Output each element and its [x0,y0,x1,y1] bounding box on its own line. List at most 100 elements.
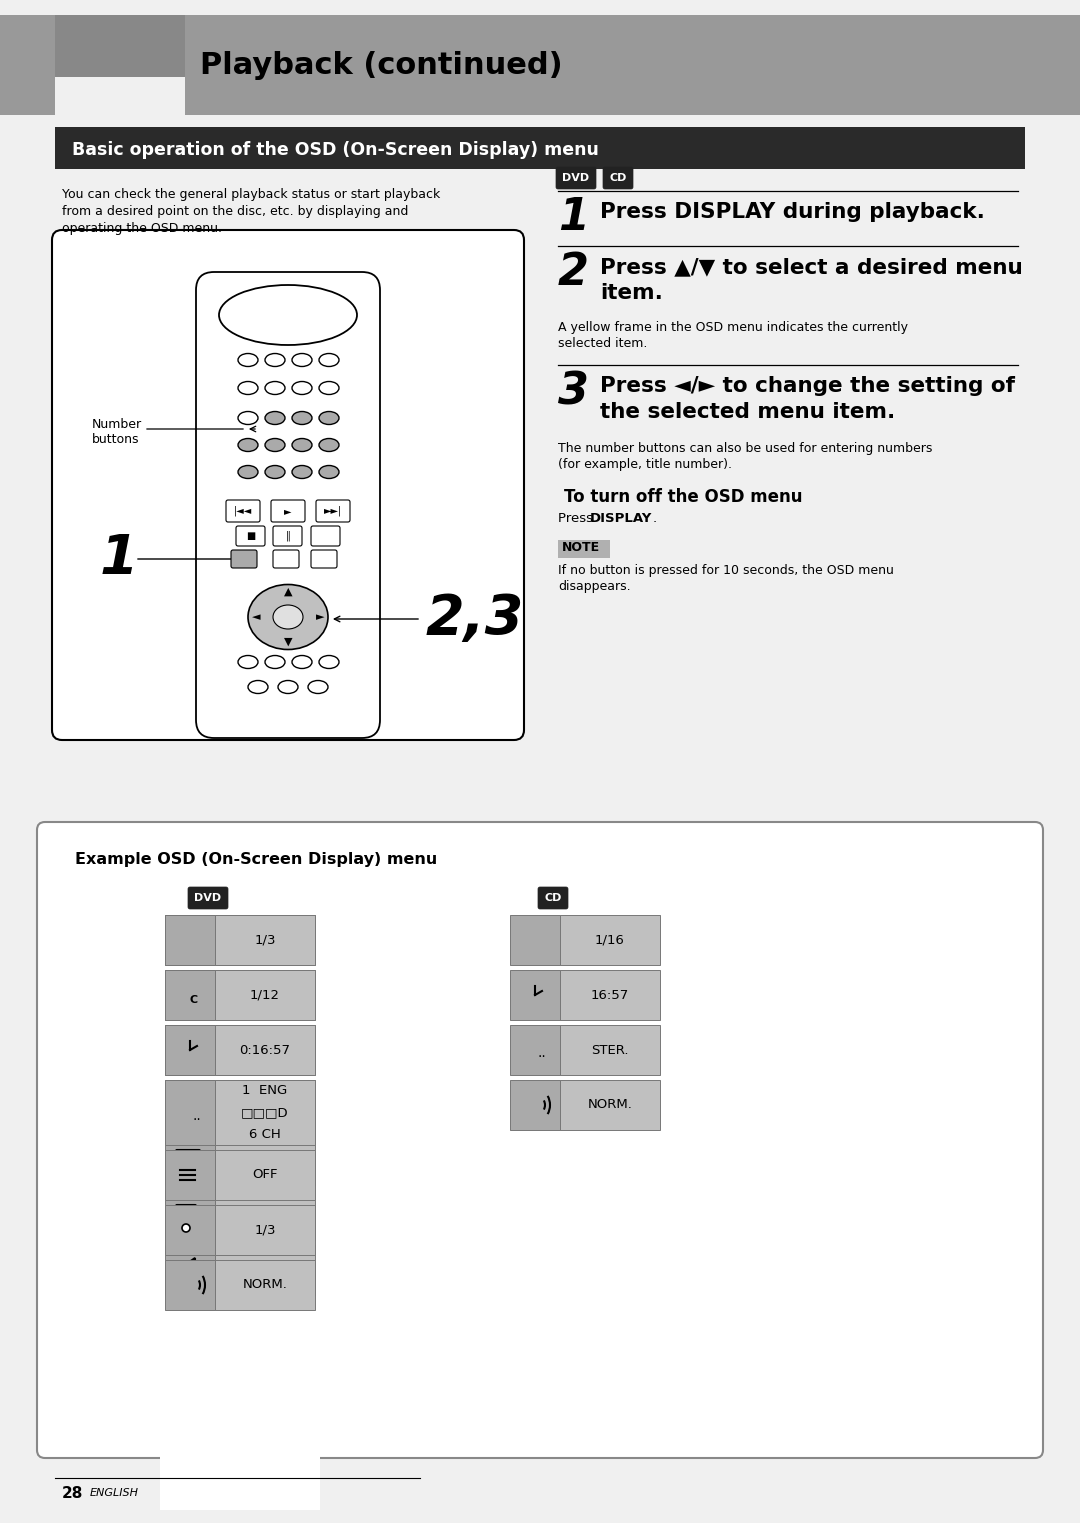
Bar [215,1135,315,1185]
Text: NORM.: NORM. [243,1278,287,1292]
Text: 1/12: 1/12 [249,988,280,1002]
Bar [510,1080,561,1130]
Text: 1/12: 1/12 [249,988,280,1002]
Bar [215,1025,315,1075]
Text: 1: 1 [100,532,138,586]
Text: DVD: DVD [563,174,590,183]
Ellipse shape [292,655,312,669]
Bar [55,126,1025,169]
Text: Number
buttons: Number buttons [92,417,143,446]
Text: (for example, title number).: (for example, title number). [558,458,732,471]
Text: DISPLAY: DISPLAY [590,512,652,525]
Bar [165,970,215,1020]
Bar [160,911,320,1509]
Text: 1/3: 1/3 [254,1208,275,1221]
Text: ..: .. [538,1046,546,1060]
Bar [165,1260,215,1310]
Ellipse shape [278,681,298,693]
Text: ►: ► [315,612,324,621]
Ellipse shape [319,439,339,451]
FancyBboxPatch shape [188,886,228,909]
FancyBboxPatch shape [273,550,299,568]
Ellipse shape [292,466,312,478]
Bar [165,1080,215,1145]
Ellipse shape [265,655,285,669]
Circle shape [521,981,549,1010]
Text: STER.: STER. [591,1043,629,1057]
Text: To turn off the OSD menu: To turn off the OSD menu [564,487,802,506]
Text: 0:16:57: 0:16:57 [240,1043,291,1057]
Text: ■: ■ [246,532,256,541]
Text: 6 CH: 6 CH [249,1127,281,1141]
Ellipse shape [219,285,357,346]
Bar [165,970,215,1020]
FancyBboxPatch shape [231,550,257,568]
Polygon shape [195,1221,206,1234]
Ellipse shape [265,411,285,425]
Ellipse shape [292,353,312,367]
FancyBboxPatch shape [195,273,380,739]
Bar [215,1025,315,1075]
Text: OFF: OFF [253,1153,278,1167]
Text: disappears.: disappears. [558,580,631,592]
FancyBboxPatch shape [556,168,596,189]
Bar [165,1080,215,1145]
Ellipse shape [248,585,328,649]
Text: ‖: ‖ [285,530,291,541]
Ellipse shape [238,411,258,425]
Bar [561,1025,660,1075]
Text: □□□D: □□□D [241,1106,288,1119]
Bar [215,1080,315,1145]
Text: OFF: OFF [253,1168,278,1182]
Bar [215,1080,315,1145]
Text: .: . [653,512,657,525]
Bar [215,1205,315,1255]
Text: from a desired point on the disc, etc. by displaying and: from a desired point on the disc, etc. b… [62,206,408,218]
Bar [215,915,315,966]
Bar [55,15,185,116]
Circle shape [176,1036,204,1065]
Text: selected item.: selected item. [558,337,647,350]
Bar [0,15,1080,116]
Bar [561,915,660,966]
Bar [561,970,660,1020]
FancyBboxPatch shape [52,230,524,740]
Text: 6 CH: 6 CH [249,1127,281,1141]
FancyBboxPatch shape [178,1107,195,1125]
Text: 1/16: 1/16 [595,934,625,946]
Ellipse shape [319,411,339,425]
Circle shape [183,1224,190,1232]
Bar [165,1025,215,1075]
Text: operating the OSD menu.: operating the OSD menu. [62,222,222,235]
Bar [510,915,561,966]
Bar [215,1150,315,1200]
Text: 1  ENG: 1 ENG [242,1084,287,1098]
Text: Playback (continued): Playback (continued) [200,50,563,79]
Text: 1  ENG: 1 ENG [242,1084,287,1098]
Text: The number buttons can also be used for entering numbers: The number buttons can also be used for … [558,442,932,455]
Bar [215,1244,315,1295]
Ellipse shape [292,411,312,425]
Text: |◄◄: |◄◄ [234,506,252,516]
Text: 3: 3 [558,370,589,413]
FancyBboxPatch shape [271,500,305,522]
Text: Press ◄/► to change the setting of: Press ◄/► to change the setting of [600,376,1015,396]
Bar [215,1260,315,1310]
Ellipse shape [273,605,303,629]
Text: C: C [190,995,198,1005]
Text: ◄: ◄ [252,612,260,621]
Ellipse shape [238,353,258,367]
FancyBboxPatch shape [273,525,302,547]
Circle shape [176,1036,204,1065]
Text: 0:16:57: 0:16:57 [240,1043,291,1057]
Circle shape [181,1098,193,1109]
Text: the selected menu item.: the selected menu item. [600,402,895,422]
FancyBboxPatch shape [316,500,350,522]
Ellipse shape [238,655,258,669]
Bar [561,1080,660,1130]
Text: Press: Press [558,512,597,525]
Bar [55,75,185,116]
Text: ▲: ▲ [284,586,293,597]
FancyBboxPatch shape [226,500,260,522]
Text: Example OSD (On-Screen Display) menu: Example OSD (On-Screen Display) menu [75,851,437,867]
